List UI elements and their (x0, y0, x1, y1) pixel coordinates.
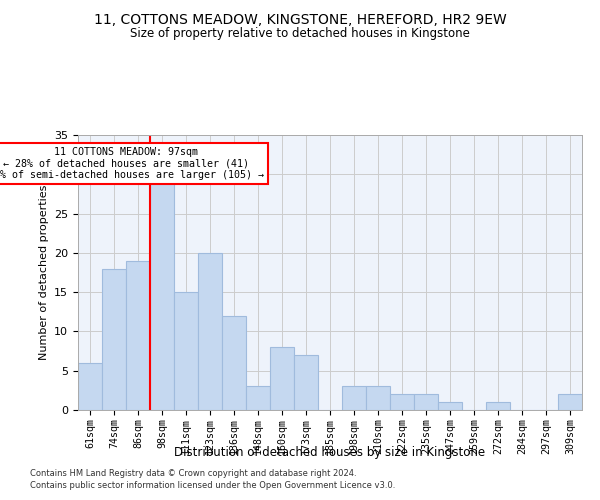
Bar (174, 292, 198, 410)
Bar (294, 355, 318, 410)
Bar (222, 316, 246, 410)
Text: Size of property relative to detached houses in Kingstone: Size of property relative to detached ho… (130, 28, 470, 40)
Bar (366, 386, 390, 410)
Text: Distribution of detached houses by size in Kingstone: Distribution of detached houses by size … (175, 446, 485, 459)
Bar (414, 394, 438, 410)
Bar (342, 386, 366, 410)
Y-axis label: Number of detached properties: Number of detached properties (38, 185, 49, 360)
Bar (246, 386, 270, 410)
Bar (558, 394, 582, 410)
Bar (126, 260, 150, 410)
Bar (486, 402, 510, 410)
Text: Contains public sector information licensed under the Open Government Licence v3: Contains public sector information licen… (30, 481, 395, 490)
Bar (438, 402, 462, 410)
Text: 11 COTTONS MEADOW: 97sqm
← 28% of detached houses are smaller (41)
71% of semi-d: 11 COTTONS MEADOW: 97sqm ← 28% of detach… (0, 147, 264, 180)
Bar (270, 347, 294, 410)
Bar (102, 268, 126, 410)
Text: 11, COTTONS MEADOW, KINGSTONE, HEREFORD, HR2 9EW: 11, COTTONS MEADOW, KINGSTONE, HEREFORD,… (94, 12, 506, 26)
Text: Contains HM Land Registry data © Crown copyright and database right 2024.: Contains HM Land Registry data © Crown c… (30, 468, 356, 477)
Bar (198, 253, 222, 410)
Bar (390, 394, 414, 410)
Bar (150, 182, 174, 410)
Bar (78, 363, 102, 410)
